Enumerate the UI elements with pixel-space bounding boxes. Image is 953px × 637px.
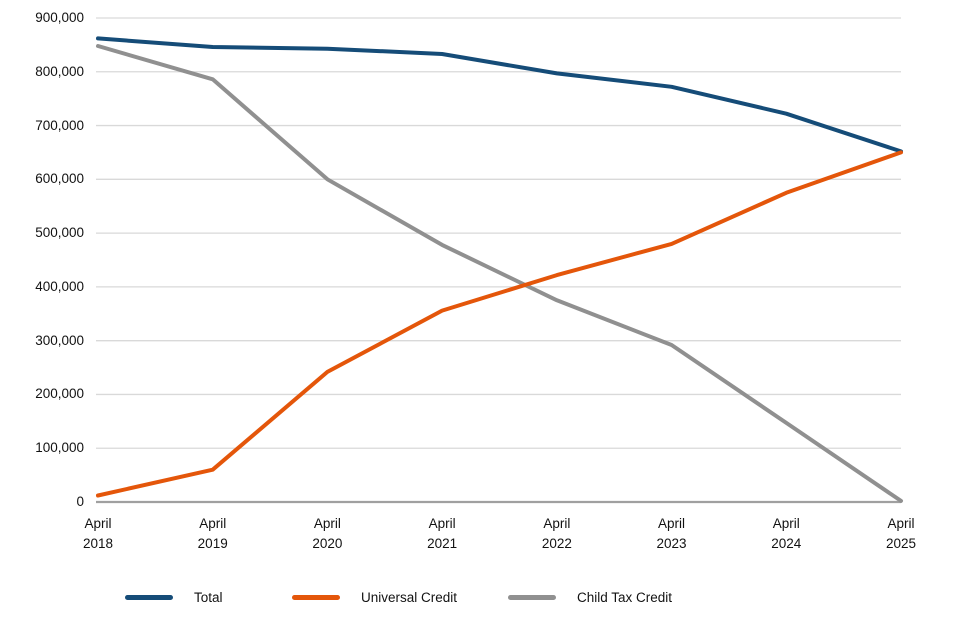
chart-legend: Total Universal Credit Child Tax Credit — [0, 585, 953, 609]
y-tick-label: 0 — [76, 494, 84, 509]
x-tick-label: April 2020 — [312, 516, 343, 551]
x-tick-label: April 2021 — [427, 516, 458, 551]
y-tick-label: 300,000 — [35, 332, 84, 348]
y-tick-label: 500,000 — [35, 225, 84, 241]
y-tick-label: 900,000 — [35, 10, 84, 25]
x-tick-label: April 2022 — [541, 516, 572, 551]
legend-swatch-universal-credit — [292, 594, 340, 600]
series-line-total — [96, 36, 903, 154]
y-tick-label: 600,000 — [35, 171, 84, 187]
y-tick-label: 800,000 — [35, 63, 84, 79]
legend-swatch-total — [125, 594, 173, 600]
x-tick-label: April 2024 — [771, 516, 802, 551]
legend-item-child-tax-credit: Child Tax Credit — [508, 585, 672, 609]
y-tick-label: 200,000 — [35, 386, 84, 402]
series-line-universal-credit — [96, 150, 903, 498]
legend-label-total: Total — [194, 589, 223, 605]
x-tick-label: April 2023 — [656, 516, 687, 551]
x-tick-label: April 2018 — [82, 516, 114, 551]
legend-item-total: Total — [125, 585, 223, 609]
series-line-child-tax-credit — [96, 44, 903, 503]
legend-item-universal-credit: Universal Credit — [292, 585, 457, 609]
y-tick-label: 400,000 — [35, 278, 84, 294]
legend-swatch-child-tax-credit — [508, 594, 556, 600]
legend-label-child-tax-credit: Child Tax Credit — [577, 589, 673, 605]
x-tick-label: April 2019 — [197, 516, 228, 551]
x-tick-label: April 2025 — [885, 516, 917, 551]
y-tick-label: 100,000 — [35, 440, 84, 456]
legend-label-universal-credit: Universal Credit — [361, 589, 458, 605]
y-tick-label: 700,000 — [35, 117, 84, 133]
